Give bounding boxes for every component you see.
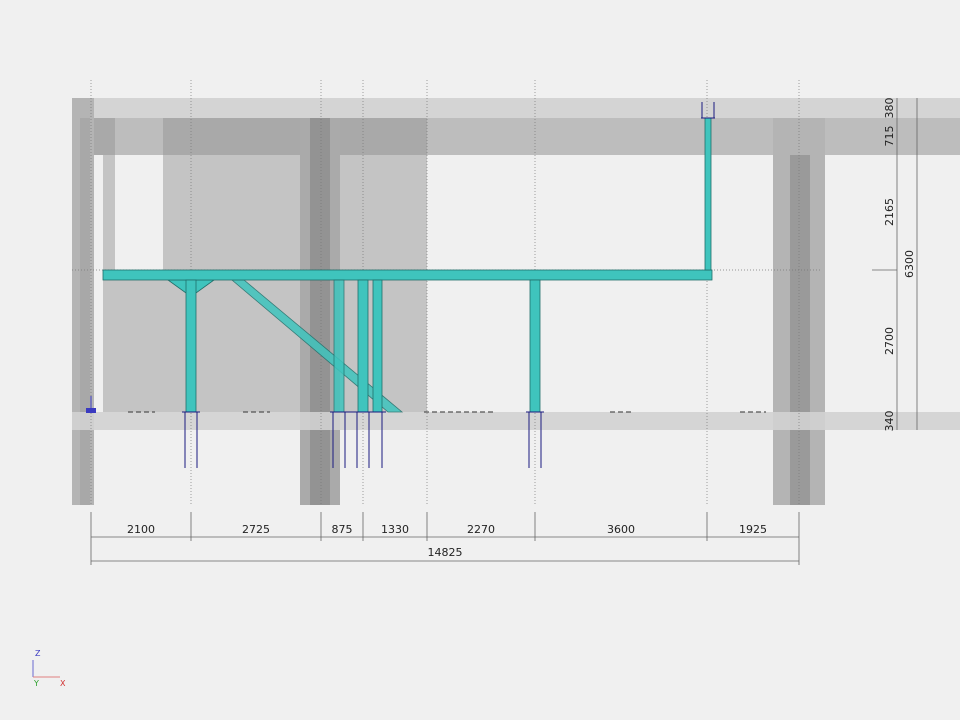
anchor-bolts	[182, 411, 544, 468]
wall-opening	[115, 155, 163, 270]
dim-total-label: 14825	[428, 546, 463, 559]
dim-label: 380	[883, 98, 896, 119]
column[interactable]	[529, 279, 541, 413]
dim-label: 875	[332, 523, 353, 536]
dim-label: 715	[883, 126, 896, 147]
y-axis-label: Y	[33, 679, 39, 688]
right-column-core	[790, 155, 810, 505]
column[interactable]	[185, 279, 197, 413]
steel-structure[interactable]	[102, 117, 713, 413]
dim-label: 2700	[883, 327, 896, 355]
column[interactable]	[372, 279, 383, 413]
grid-lines	[72, 80, 820, 505]
main-beam[interactable]	[102, 269, 713, 281]
dim-label: 2725	[242, 523, 270, 536]
column[interactable]	[333, 279, 345, 413]
context-geometry	[72, 98, 960, 505]
dim-label: 2270	[467, 523, 495, 536]
hanger[interactable]	[704, 117, 712, 271]
origin-marker	[86, 396, 96, 413]
top-beam-dark-2	[163, 118, 427, 155]
top-slab-band	[72, 98, 960, 118]
bottom-slab-band	[72, 412, 960, 430]
column[interactable]	[357, 279, 369, 413]
mid-column-core	[310, 118, 330, 505]
hanger-cap	[701, 102, 715, 119]
horizontal-dimensions	[90, 512, 800, 565]
axis-triad: Z Y X	[32, 649, 66, 688]
dim-label: 2100	[127, 523, 155, 536]
dim-label: 3600	[607, 523, 635, 536]
dim-label: 340	[883, 411, 896, 432]
dim-total-label: 6300	[903, 250, 916, 278]
x-axis-label: X	[60, 679, 66, 688]
dim-label: 2165	[883, 198, 896, 226]
z-axis-label: Z	[35, 649, 41, 658]
dim-label: 1925	[739, 523, 767, 536]
left-column-edge	[80, 118, 90, 505]
dim-label: 1330	[381, 523, 409, 536]
vertical-dimensions	[872, 98, 918, 430]
